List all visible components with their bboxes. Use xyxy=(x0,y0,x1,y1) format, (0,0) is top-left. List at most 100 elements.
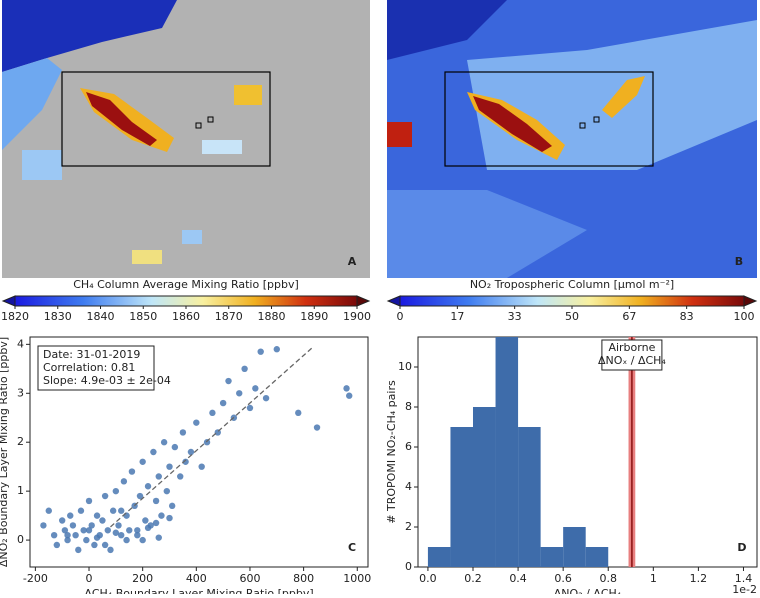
x-tick-label: 0.2 xyxy=(464,572,482,585)
y-tick-label: 8 xyxy=(405,400,412,413)
colorbar-tick-label: 0 xyxy=(397,310,404,323)
x-tick-label: 0.8 xyxy=(599,572,617,585)
colorbar-tick-label: 1860 xyxy=(172,310,200,323)
point xyxy=(134,527,141,534)
reference-label: ΔNOₓ / ΔCH₄ xyxy=(598,354,666,367)
point xyxy=(241,365,248,373)
x-axis-label: ΔCH₄ Boundary Layer Mixing Ratio [ppbv] xyxy=(84,587,313,594)
map-site xyxy=(579,122,586,129)
map-plume xyxy=(473,96,552,152)
point xyxy=(144,483,152,490)
panel-label: C xyxy=(348,541,356,554)
point xyxy=(166,463,173,470)
bar xyxy=(540,547,564,567)
x-tick-label: 400 xyxy=(186,572,207,585)
point xyxy=(77,507,85,514)
x-axis-label: ΔNO₂ / ΔCH₄ xyxy=(554,587,622,594)
reference-label: Airborne xyxy=(608,341,655,354)
point xyxy=(112,487,120,495)
y-tick-label: 6 xyxy=(405,440,412,453)
point xyxy=(177,473,184,480)
point xyxy=(53,541,61,549)
colorbar-extend xyxy=(356,295,371,307)
point xyxy=(182,458,189,465)
x-tick-label: 0.0 xyxy=(419,572,437,585)
colorbar-tick-label: 1900 xyxy=(343,310,371,323)
colorbar xyxy=(399,295,745,307)
plot-frame xyxy=(29,336,369,568)
x-tick-label: 800 xyxy=(293,572,314,585)
reference-label-box xyxy=(601,339,663,371)
panel-label: D xyxy=(737,541,746,554)
point xyxy=(58,517,66,524)
point xyxy=(136,492,144,500)
point xyxy=(171,443,179,451)
point xyxy=(118,531,125,539)
point xyxy=(64,536,71,544)
x-tick-label: 1.4 xyxy=(735,572,753,585)
point xyxy=(273,346,280,353)
point xyxy=(236,390,243,397)
annotation: Date: 31-01-2019 xyxy=(43,348,140,361)
point xyxy=(120,478,128,485)
y-tick-label: 3 xyxy=(17,386,24,399)
point xyxy=(193,419,200,426)
map-b xyxy=(387,0,757,278)
map-cell xyxy=(132,250,162,264)
colorbar-tick-label: 1890 xyxy=(300,310,328,323)
bar xyxy=(518,427,541,567)
point xyxy=(166,514,173,522)
point xyxy=(104,527,111,534)
panel-label: A xyxy=(348,255,357,268)
bar xyxy=(563,527,586,567)
point xyxy=(179,429,187,436)
colorbar-tick-label: 1830 xyxy=(44,310,72,323)
x-tick-label: 0.6 xyxy=(554,572,572,585)
point xyxy=(209,409,216,417)
x-tick-label: 0.4 xyxy=(509,572,527,585)
colorbar-tick-label: 1870 xyxy=(215,310,243,323)
point xyxy=(115,522,122,529)
point xyxy=(50,531,58,539)
map-plume xyxy=(86,92,157,146)
point xyxy=(61,527,69,534)
point xyxy=(257,348,264,355)
point xyxy=(152,497,160,505)
map-plume xyxy=(602,76,645,118)
map-cell xyxy=(202,140,242,154)
y-tick-label: 0 xyxy=(17,533,24,546)
colorbar xyxy=(14,295,358,307)
point xyxy=(93,534,101,541)
colorbar-tick-label: 1840 xyxy=(87,310,115,323)
map-site xyxy=(593,116,600,123)
colorbar-tick-label: 50 xyxy=(565,310,579,323)
colorbar-tick-label: 1880 xyxy=(258,310,286,323)
point xyxy=(198,463,205,470)
map-box xyxy=(61,71,271,167)
point xyxy=(139,458,146,465)
annotation: Slope: 4.9e-03 ± 2e-04 xyxy=(43,374,171,387)
bar xyxy=(495,337,519,567)
point xyxy=(80,527,87,534)
point xyxy=(118,507,125,514)
map-region xyxy=(387,190,587,278)
point xyxy=(64,531,71,539)
colorbar-extend xyxy=(1,295,16,307)
colorbar-extend xyxy=(386,295,401,307)
point xyxy=(252,385,259,392)
point xyxy=(134,531,141,539)
y-tick-label: 10 xyxy=(398,360,412,373)
fit-line xyxy=(110,347,313,528)
point xyxy=(152,519,160,527)
map-site xyxy=(195,122,202,129)
x-tick-label: 1000 xyxy=(343,572,371,585)
point xyxy=(83,536,90,544)
x-tick-label: 0 xyxy=(86,572,93,585)
point xyxy=(99,517,106,524)
y-tick-label: 1 xyxy=(17,484,24,497)
point xyxy=(295,409,302,417)
map-site xyxy=(207,116,214,123)
bar xyxy=(427,547,451,567)
colorbar-label: NO₂ Tropospheric Column [µmol m⁻²] xyxy=(470,278,674,291)
